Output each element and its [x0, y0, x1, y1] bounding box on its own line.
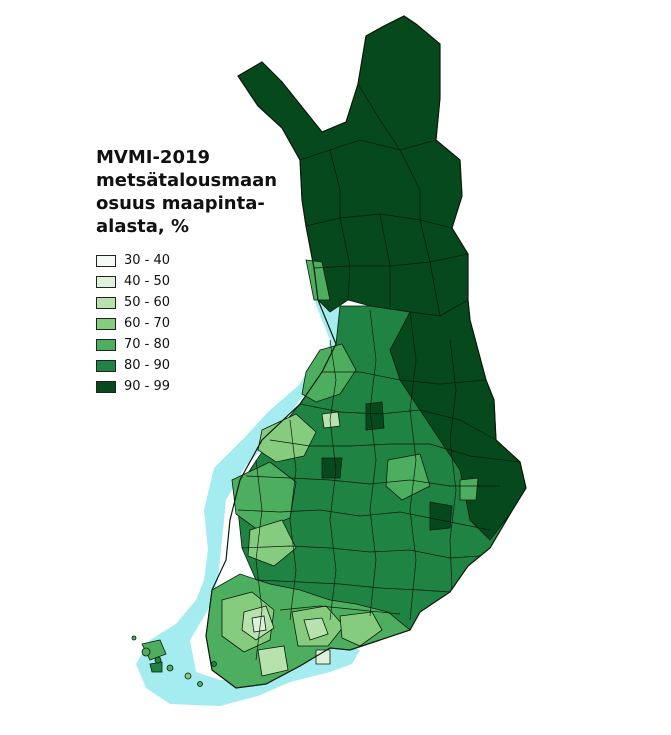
legend-swatch [96, 338, 116, 351]
aland-islands [131, 635, 217, 687]
legend-swatch [96, 380, 116, 393]
legend-title-line: osuus maapinta- [96, 193, 265, 214]
legend-item: 50 - 60 [96, 292, 170, 313]
legend-swatch [96, 359, 116, 372]
legend-item: 60 - 70 [96, 313, 170, 334]
country-outline [205, 15, 527, 689]
legend: 30 - 40 40 - 50 50 - 60 60 - 70 70 - 80 … [96, 250, 170, 397]
legend-item: 30 - 40 [96, 250, 170, 271]
legend-label: 30 - 40 [124, 253, 171, 268]
legend-item: 80 - 90 [96, 355, 170, 376]
legend-label: 70 - 80 [124, 337, 171, 352]
legend-swatch [96, 296, 116, 309]
legend-label: 60 - 70 [124, 316, 171, 331]
legend-label: 40 - 50 [124, 274, 171, 289]
legend-title-line: MVMI-2019 [96, 147, 211, 168]
legend-label: 80 - 90 [124, 358, 171, 373]
legend-item: 40 - 50 [96, 271, 170, 292]
legend-item: 90 - 99 [96, 376, 170, 397]
legend-title: MVMI-2019 metsätalousmaan osuus maapinta… [96, 146, 296, 238]
legend-swatch [96, 275, 116, 288]
legend-label: 90 - 99 [124, 379, 171, 394]
legend-title-line: metsätalousmaan [96, 170, 278, 191]
legend-swatch [96, 254, 116, 267]
legend-swatch [96, 317, 116, 330]
legend-title-line: alasta, % [96, 216, 190, 237]
legend-label: 50 - 60 [124, 295, 171, 310]
municipality-borders [237, 83, 521, 661]
legend-item: 70 - 80 [96, 334, 170, 355]
region-west-coast [231, 259, 479, 567]
